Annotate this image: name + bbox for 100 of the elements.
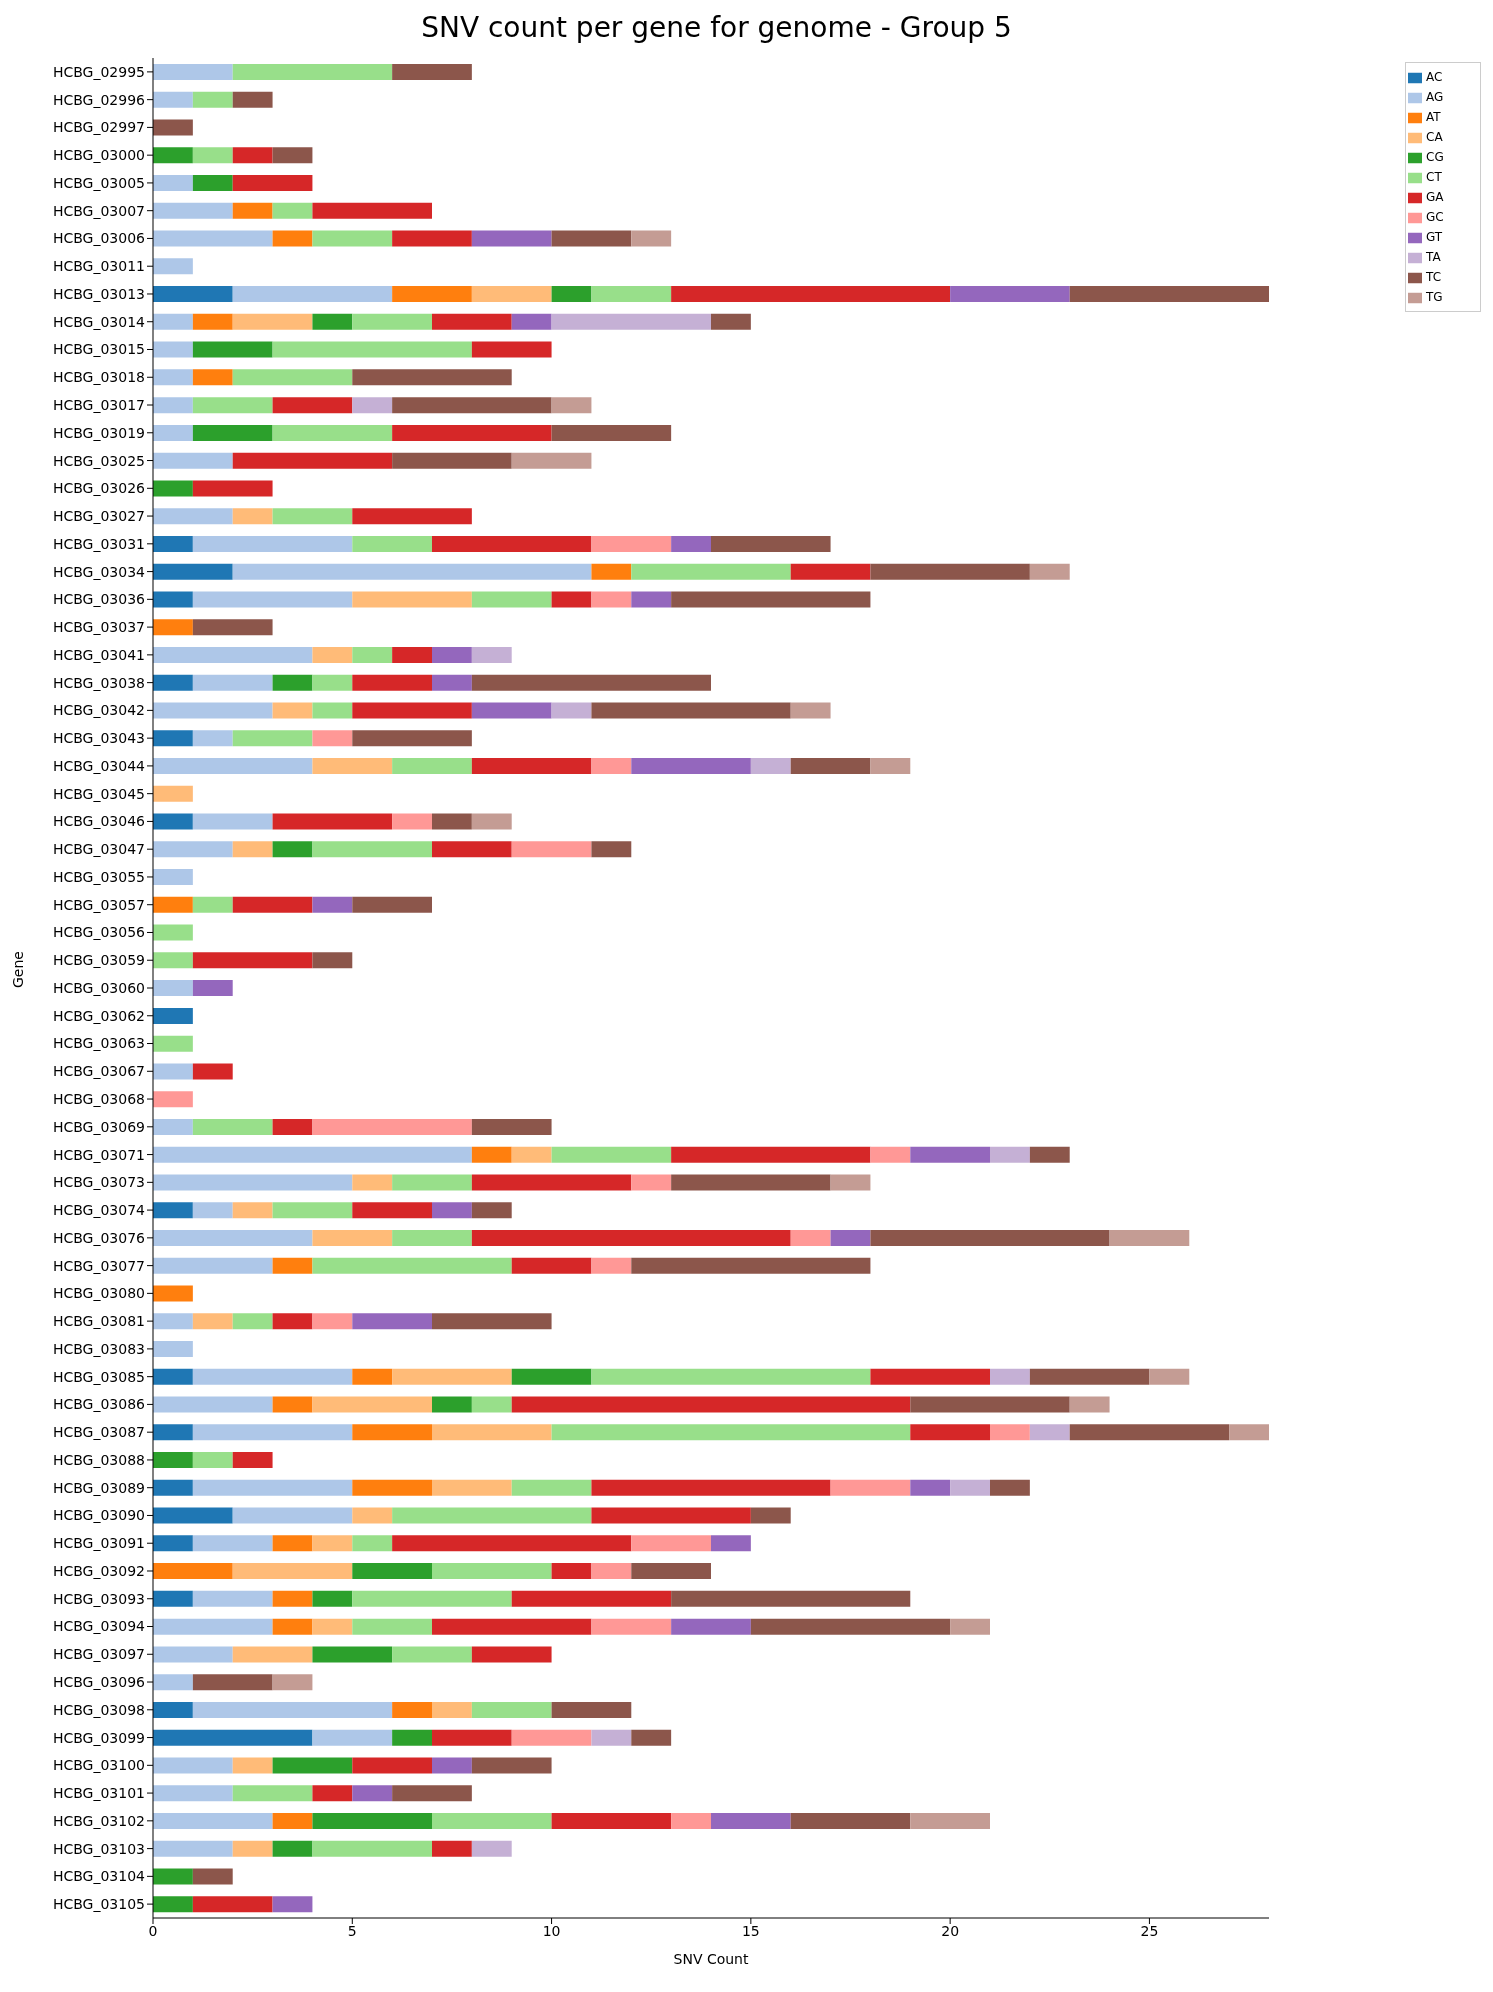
bar [312,702,353,719]
bar [1029,563,1070,580]
bar [591,702,791,719]
x-tick-label: 20 [941,1922,960,1939]
bar [870,1368,990,1385]
bar [711,535,831,552]
bar [870,1229,1110,1246]
legend-label: AT [1426,110,1441,124]
y-tick-label: HCBG_03071 [52,1146,145,1163]
bar [471,591,552,608]
bar [312,1590,353,1607]
y-tick-label: HCBG_03031 [52,535,145,552]
bar [153,202,233,219]
bar [870,563,1030,580]
bar [192,397,273,414]
bar [153,1868,193,1885]
bar [192,313,233,330]
bar [153,1896,193,1913]
bar [471,1701,552,1718]
y-tick-label: HCBG_03043 [52,730,145,747]
bar [192,1590,273,1607]
bar [153,1257,273,1274]
bar [471,1840,512,1857]
bar [232,313,313,330]
bar [232,1840,273,1857]
bar [153,1729,313,1746]
y-tick-label: HCBG_03007 [52,202,145,219]
bar [511,1368,592,1385]
bar [352,369,512,386]
y-tick-label: HCBG_03073 [52,1174,145,1191]
y-tick-label: HCBG_03093 [52,1590,145,1607]
bar [232,91,273,108]
bar [511,1396,911,1413]
y-tick-label: HCBG_03104 [52,1868,146,1885]
bar [232,1757,273,1774]
bar [192,1424,353,1441]
bar [153,1146,472,1163]
bar [990,1479,1030,1496]
bar [1149,1368,1190,1385]
bar [352,1424,432,1441]
y-tick-label: HCBG_03014 [52,313,146,330]
bar [312,202,432,219]
bar [1069,1396,1110,1413]
bar [153,1368,193,1385]
bar [272,841,313,858]
bar [153,64,233,80]
bar [153,1063,193,1080]
bar [153,341,193,358]
bar [153,1091,193,1108]
y-tick-label: HCBG_03080 [52,1285,145,1302]
bar [272,1757,353,1774]
bar [790,1812,911,1829]
bar [153,119,193,136]
bar [272,702,313,719]
bar [591,1257,632,1274]
bar [750,1618,951,1635]
bar [312,758,393,775]
bar [631,563,791,580]
bar [232,369,353,386]
bar [312,1396,432,1413]
bar [312,841,432,858]
y-tick-label: HCBG_03006 [52,230,146,247]
bar [432,1840,472,1857]
bar [392,1701,432,1718]
y-tick-label: HCBG_03018 [52,369,145,386]
bar [153,480,193,497]
y-tick-label: HCBG_03025 [52,452,145,469]
bar [232,896,313,913]
bar [471,1396,512,1413]
bar [591,591,632,608]
bar [392,1229,472,1246]
bar [192,813,273,830]
bar [511,1479,592,1496]
bar [392,1646,472,1663]
bar [352,896,432,913]
bar [830,1479,911,1496]
bar [392,452,512,469]
bar [272,1840,313,1857]
bar [232,730,313,747]
bar [910,1146,990,1163]
bar [671,1618,751,1635]
bar [153,1452,193,1469]
bar [192,369,233,386]
bar [272,1535,313,1552]
y-tick-label: HCBG_03086 [52,1396,146,1413]
bar [551,313,711,330]
bar [910,1396,1070,1413]
bar [153,91,193,108]
bar [1029,1424,1070,1441]
bar [153,1701,193,1718]
bar [392,1785,472,1802]
bar [312,1118,472,1135]
bar [272,1674,313,1691]
bar [392,1368,512,1385]
y-tick-label: HCBG_03098 [52,1701,145,1718]
bar [950,1618,990,1635]
bar [432,1479,512,1496]
y-tick-label: HCBG_03101 [52,1785,145,1802]
x-tick-label: 5 [347,1922,357,1939]
bar [153,1007,193,1024]
